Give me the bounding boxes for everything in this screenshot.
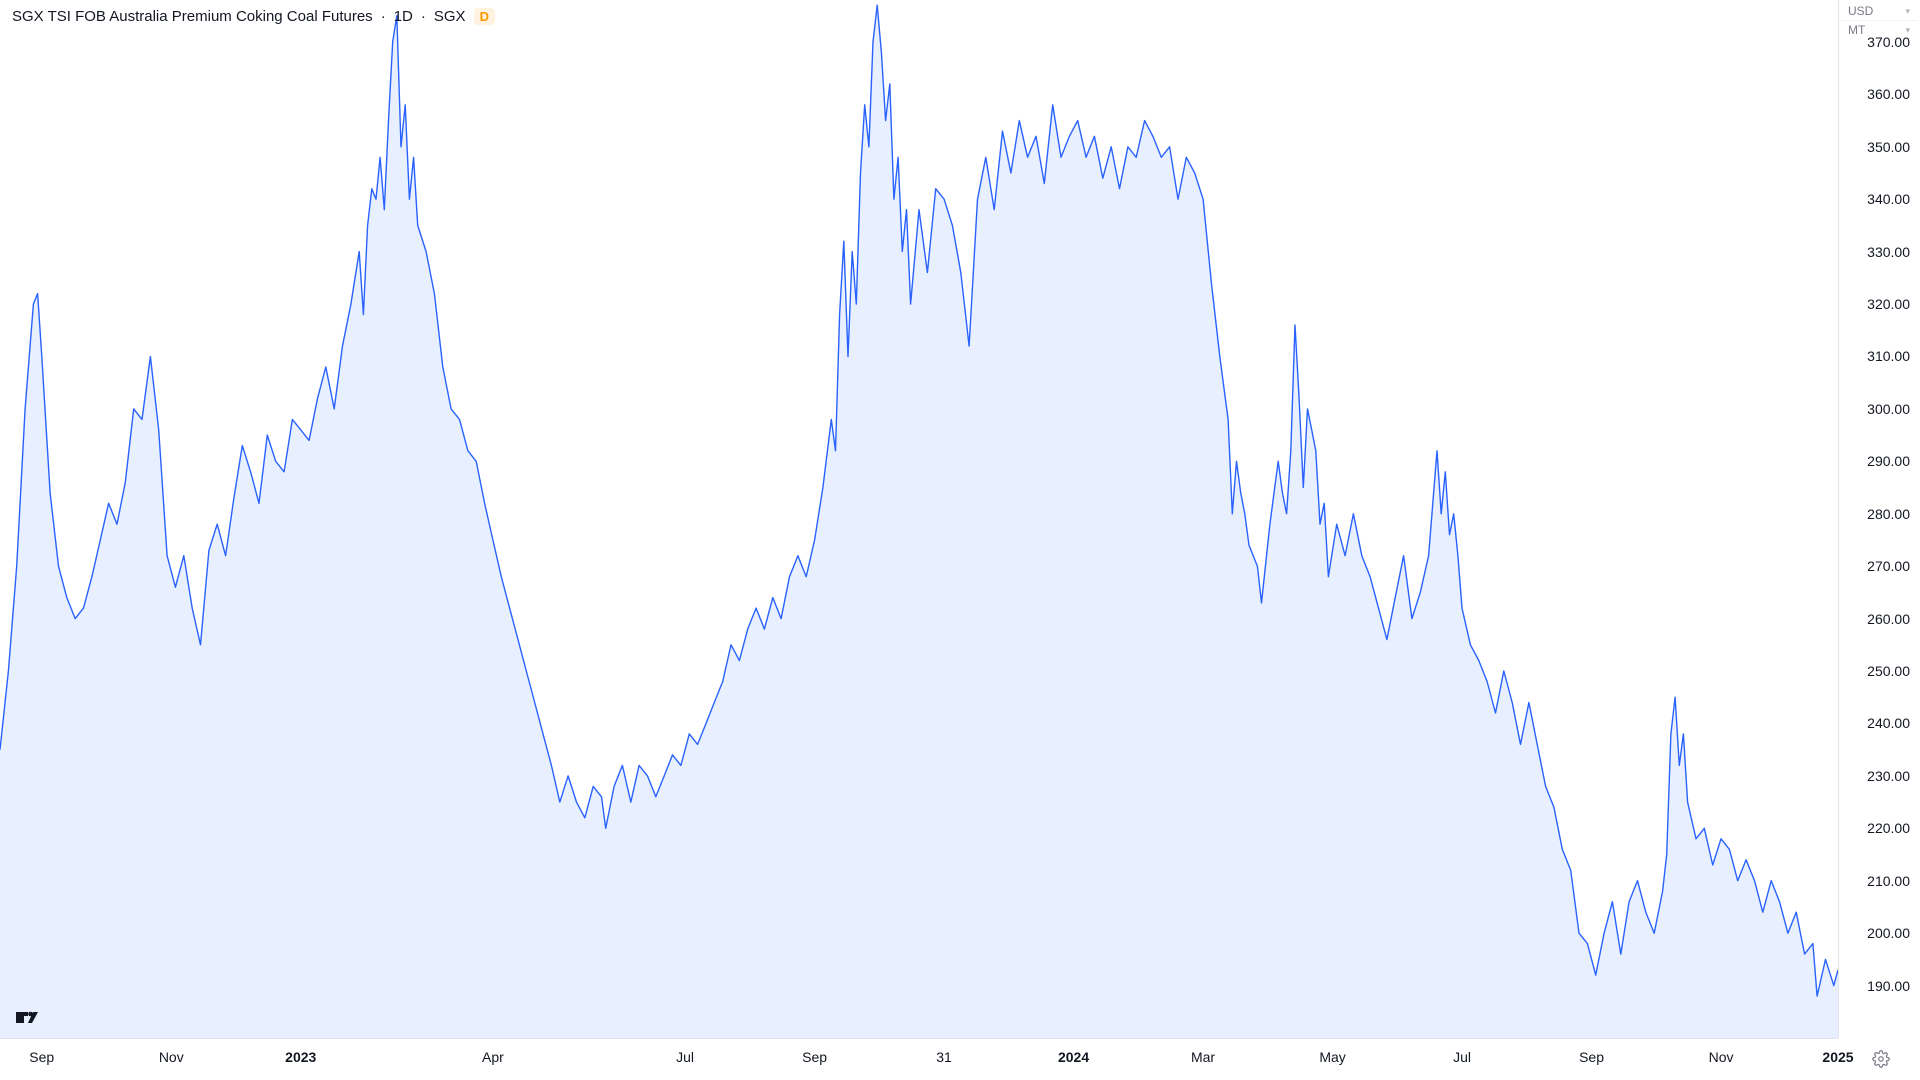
tradingview-logo (16, 1007, 38, 1028)
y-axis[interactable]: 190.00 200.00 210.00 220.00 230.00 240.00 250.… (1838, 0, 1920, 1038)
currency-selector[interactable]: USD ▾ (1840, 2, 1918, 21)
y-tick-label: 300.00 (1867, 401, 1910, 417)
measure-selector[interactable]: MT ▾ (1840, 21, 1918, 39)
x-tick-label: Sep (802, 1049, 827, 1065)
plot-area[interactable] (0, 0, 1838, 1038)
y-tick-label: 260.00 (1867, 611, 1910, 627)
x-tick-label: Sep (29, 1049, 54, 1065)
x-tick-label: Nov (159, 1049, 184, 1065)
area-chart-svg (0, 0, 1838, 1038)
x-axis[interactable]: Sep Nov 2023 Apr Jul Sep 31 2024 Mar May Jul Sep Nov… (0, 1038, 1838, 1080)
chart-header: SGX TSI FOB Australia Premium Coking Coa… (12, 8, 495, 25)
chevron-down-icon: ▾ (1905, 6, 1910, 17)
y-tick-label: 290.00 (1867, 453, 1910, 469)
x-tick-label: Mar (1191, 1049, 1215, 1065)
interval-label: 1D (394, 8, 413, 25)
y-tick-label: 270.00 (1867, 558, 1910, 574)
instrument-title: SGX TSI FOB Australia Premium Coking Coa… (12, 8, 373, 25)
y-tick-label: 200.00 (1867, 925, 1910, 941)
x-tick-label: 2023 (285, 1049, 316, 1065)
y-tick-label: 320.00 (1867, 296, 1910, 312)
x-tick-label: 31 (936, 1049, 952, 1065)
x-tick-label: May (1319, 1049, 1345, 1065)
y-tick-label: 190.00 (1867, 978, 1910, 994)
separator: · (381, 8, 386, 25)
currency-label: USD (1848, 4, 1873, 18)
y-tick-label: 330.00 (1867, 244, 1910, 260)
y-tick-label: 240.00 (1867, 715, 1910, 731)
x-tick-label: Sep (1579, 1049, 1604, 1065)
x-tick-label: Jul (676, 1049, 694, 1065)
x-tick-label: Jul (1453, 1049, 1471, 1065)
unit-selector: USD ▾ MT ▾ (1840, 2, 1918, 39)
y-tick-label: 230.00 (1867, 768, 1910, 784)
x-tick-label: 2025 (1822, 1049, 1853, 1065)
y-tick-label: 340.00 (1867, 191, 1910, 207)
timeframe-badge[interactable]: D (474, 8, 495, 25)
y-tick-label: 250.00 (1867, 663, 1910, 679)
separator: · (421, 8, 426, 25)
y-tick-label: 350.00 (1867, 139, 1910, 155)
exchange-label: SGX (434, 8, 466, 25)
x-tick-label: 2024 (1058, 1049, 1089, 1065)
gear-icon[interactable] (1872, 1050, 1890, 1068)
measure-label: MT (1848, 23, 1865, 37)
chart-container: SGX TSI FOB Australia Premium Coking Coa… (0, 0, 1920, 1080)
x-tick-label: Nov (1709, 1049, 1734, 1065)
y-tick-label: 360.00 (1867, 86, 1910, 102)
chevron-down-icon: ▾ (1905, 25, 1910, 36)
y-tick-label: 220.00 (1867, 820, 1910, 836)
x-tick-label: Apr (482, 1049, 504, 1065)
y-tick-label: 280.00 (1867, 506, 1910, 522)
y-tick-label: 310.00 (1867, 348, 1910, 364)
y-tick-label: 210.00 (1867, 873, 1910, 889)
